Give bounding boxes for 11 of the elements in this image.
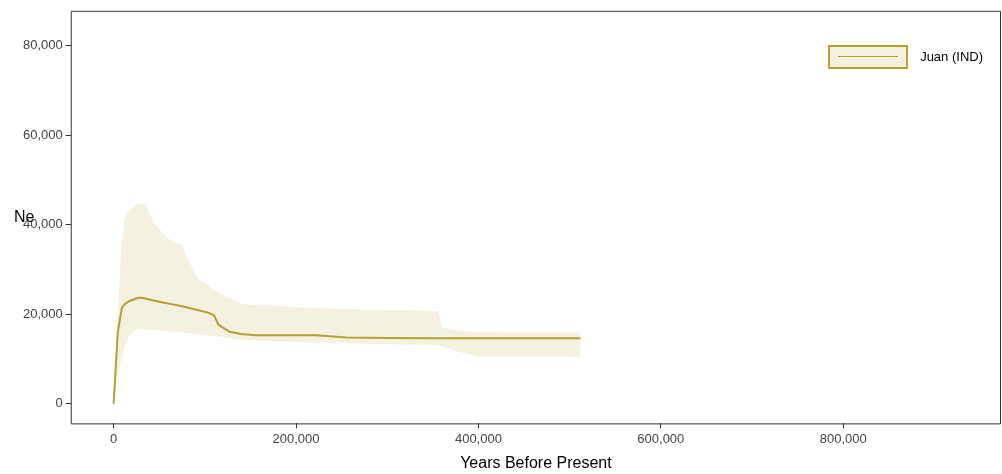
x-tick-label: 0 bbox=[110, 430, 118, 446]
x-tick-label: 600,000 bbox=[637, 430, 685, 446]
legend-label: Juan (IND) bbox=[920, 49, 983, 65]
x-tick-label: 400,000 bbox=[454, 430, 502, 446]
x-tick-label: 800,000 bbox=[819, 430, 867, 446]
y-tick-label: 80,000 bbox=[23, 37, 63, 53]
y-tick-label: 0 bbox=[55, 395, 63, 411]
y-tick-label: 20,000 bbox=[23, 305, 63, 321]
x-axis-title: Years Before Present bbox=[460, 454, 613, 472]
y-tick-label: 60,000 bbox=[23, 126, 63, 142]
x-tick-label: 200,000 bbox=[272, 430, 320, 446]
